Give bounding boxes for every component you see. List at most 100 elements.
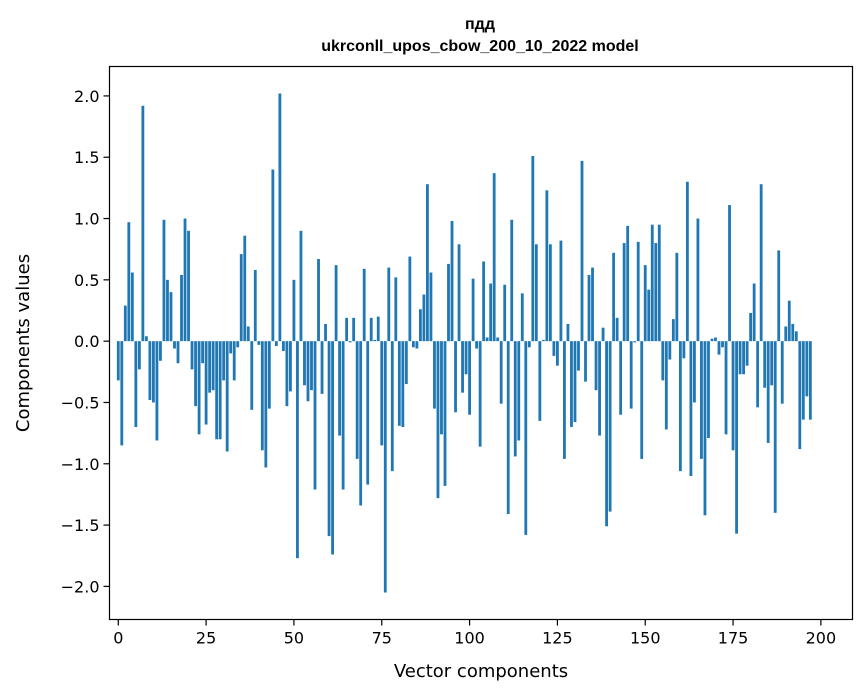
bar [541,339,545,342]
bar [296,341,299,559]
bar [443,341,447,486]
x-tick-label: 0 [113,629,123,648]
bar [714,337,717,342]
bar [563,341,566,459]
bar [633,341,637,343]
bar [601,327,605,342]
bar [390,341,394,472]
bar [359,341,363,506]
y-tick-label: 1.5 [74,148,99,167]
bar [232,341,236,381]
x-tick-label: 100 [454,629,485,648]
bar [127,222,131,342]
bar [496,337,500,342]
bar [394,277,398,342]
x-tick-label: 50 [284,629,304,648]
bar [661,341,665,381]
chart-title-line1: пдд [465,16,495,33]
bar [176,341,180,364]
bar [499,341,503,404]
bar [489,283,493,342]
bar [524,341,528,535]
bar [408,256,412,342]
bar [229,341,233,354]
bar [120,341,124,446]
y-axis-label: Components values [13,254,34,432]
bar [433,341,436,409]
bar [584,341,587,382]
bar [341,341,345,490]
bar [366,341,370,485]
bar [573,341,577,423]
bar [187,230,190,342]
bar [629,341,633,409]
bar [805,341,809,397]
bar [327,341,331,537]
x-axis-label: Vector components [394,661,568,682]
bar [278,93,282,342]
bar [208,341,212,393]
bar [696,218,700,342]
y-axis: 2.0 1.5 1.0 0.5 0.0 −0.5 −1.0 −1.5 −2.0 [61,87,110,596]
bar [324,323,327,342]
bar [598,341,601,436]
bar [155,341,159,441]
bar [742,341,745,375]
bar [756,341,760,408]
bar [728,205,731,342]
bar [534,244,538,342]
bar [348,341,352,343]
y-tick-label: −1.0 [61,455,100,474]
bar [664,341,668,430]
bar [285,341,289,407]
bar [485,337,489,342]
bar [654,243,658,342]
bar [253,270,257,342]
bar [721,341,724,348]
bar [313,341,317,490]
bar [380,341,384,446]
bar [591,267,594,342]
bar [260,341,264,451]
bar [345,317,349,342]
bar [770,341,774,386]
bar [159,341,162,361]
x-tick-label: 75 [372,629,392,648]
bar [763,341,767,388]
bar [281,341,285,351]
bar [548,244,552,342]
bar [538,341,542,421]
bar [731,341,735,451]
bar [784,326,788,342]
bar [373,339,377,342]
bar [215,341,219,440]
bar [320,341,324,394]
bar [250,341,254,410]
bar [707,341,710,439]
bar [440,341,443,435]
bar [306,341,310,402]
y-tick-label: 0.5 [74,271,99,290]
plot-frame [108,65,854,621]
bar [780,341,784,404]
bar [801,341,805,420]
bar [190,341,194,370]
y-tick-label: −2.0 [61,577,100,596]
bar [211,341,215,391]
bar [520,293,524,342]
bar [362,268,366,342]
bar [225,341,229,452]
bar [169,292,173,342]
bar [798,341,802,450]
bar [292,279,296,342]
bar [411,341,415,348]
bar [471,278,475,342]
bar [289,341,292,392]
bar [429,272,433,342]
x-tick-label: 200 [806,629,837,648]
bar [545,190,549,342]
bar [274,341,278,347]
bar [475,341,479,349]
bar [436,341,440,499]
bar [594,341,598,391]
